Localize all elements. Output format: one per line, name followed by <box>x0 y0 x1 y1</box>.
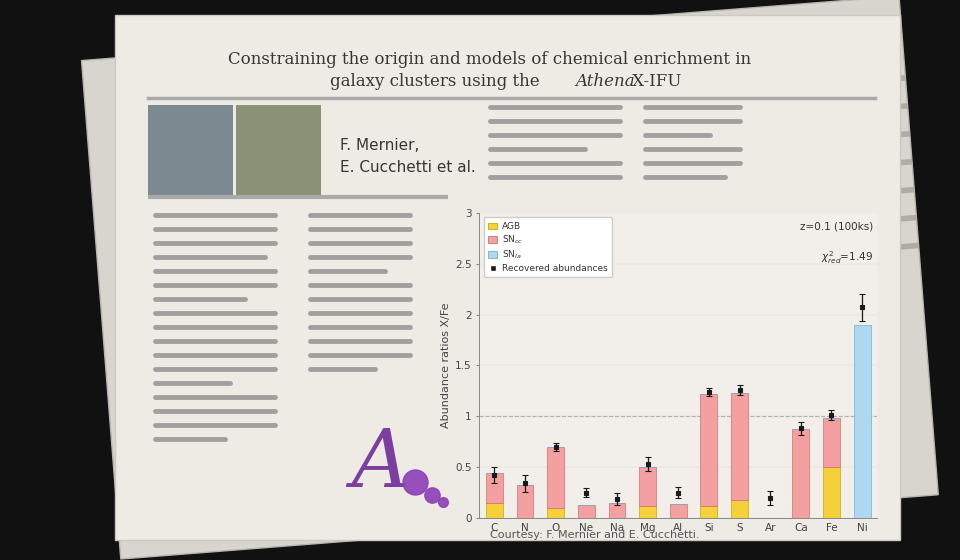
Bar <box>236 105 321 195</box>
Bar <box>148 105 233 195</box>
Bar <box>732 393 748 500</box>
Bar <box>670 504 686 518</box>
Bar <box>486 473 503 503</box>
Polygon shape <box>82 0 938 559</box>
Bar <box>823 467 840 518</box>
Bar <box>547 508 564 518</box>
Bar <box>853 325 871 518</box>
Text: Athena: Athena <box>575 73 635 91</box>
Bar <box>792 430 809 518</box>
Bar <box>701 506 717 518</box>
Bar <box>732 500 748 518</box>
Polygon shape <box>115 15 900 540</box>
Bar <box>639 506 656 518</box>
Bar <box>609 503 625 518</box>
Legend: AGB, SN$_{cc}$, SN$_{Ia}$, Recovered abundances: AGB, SN$_{cc}$, SN$_{Ia}$, Recovered abu… <box>484 217 612 277</box>
Y-axis label: Abundance ratios X/Fe: Abundance ratios X/Fe <box>441 302 450 428</box>
Text: z=0.1 (100ks): z=0.1 (100ks) <box>801 222 874 232</box>
Bar <box>486 503 503 518</box>
Bar <box>639 467 656 506</box>
Text: X-IFU: X-IFU <box>627 73 682 91</box>
Bar <box>578 505 595 518</box>
Text: galaxy clusters using the: galaxy clusters using the <box>330 73 545 91</box>
Bar <box>701 394 717 506</box>
Bar <box>547 447 564 508</box>
Text: A: A <box>351 426 409 504</box>
Text: E. Cucchetti et al.: E. Cucchetti et al. <box>340 160 476 175</box>
Text: F. Mernier,: F. Mernier, <box>340 138 420 152</box>
Bar <box>823 418 840 467</box>
Text: Constraining the origin and models of chemical enrichment in: Constraining the origin and models of ch… <box>228 52 752 68</box>
Text: Courtesy: F. Mernier and E. Cucchetti.: Courtesy: F. Mernier and E. Cucchetti. <box>490 530 700 540</box>
Bar <box>516 486 534 518</box>
Text: $\chi^2_{red}$=1.49: $\chi^2_{red}$=1.49 <box>822 249 874 266</box>
